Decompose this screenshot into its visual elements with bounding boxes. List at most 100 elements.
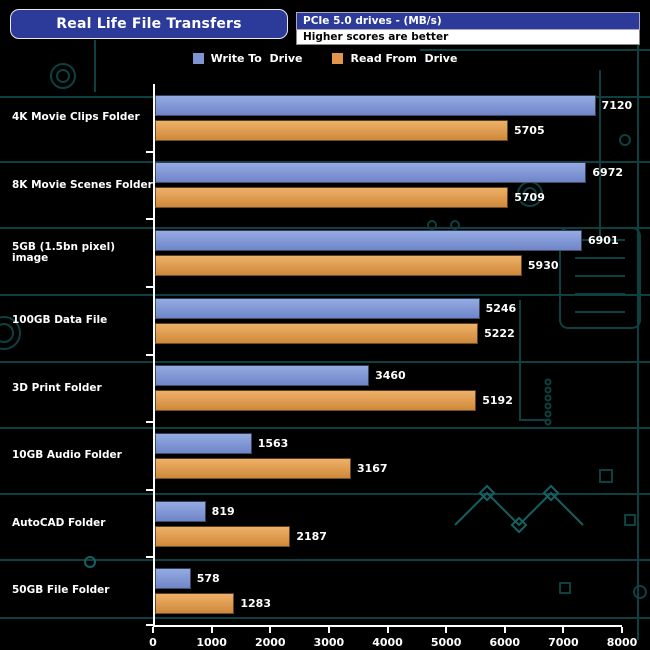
x-tick [562, 627, 565, 633]
chart-row: 3D Print Folder 3460 5192 [0, 354, 650, 423]
legend-item-write: Write To Drive [192, 52, 303, 65]
read-bar [155, 390, 477, 412]
value-label: 7120 [601, 98, 633, 112]
chart-rows: 4K Movie Clips Folder 7120 5705 8K Movie Sc… [0, 84, 650, 626]
bar-line: 2187 [155, 525, 650, 547]
x-tick-label: 3000 [313, 636, 345, 649]
write-bar [155, 230, 582, 252]
x-tick [386, 627, 389, 633]
x-axis: 0 1000 2000 3000 4000 5000 6000 7000 8000 [149, 625, 637, 650]
write-bar [155, 365, 370, 387]
value-label: 819 [211, 504, 235, 518]
legend-label-read: Read From Drive [350, 52, 458, 65]
bar-line: 5709 [155, 187, 650, 209]
chart-row: 4K Movie Clips Folder 7120 5705 [0, 84, 650, 153]
read-bar [155, 525, 291, 547]
category-label: 50GB File Folder [12, 584, 110, 597]
value-label: 5709 [514, 191, 545, 205]
x-tick [269, 627, 272, 633]
x-tick-label: 7000 [548, 636, 579, 649]
bar-line: 1563 [155, 432, 650, 454]
x-tick-label: 6000 [489, 636, 521, 649]
value-label: 5192 [482, 394, 513, 408]
value-label: 1283 [240, 597, 271, 611]
write-bar [155, 500, 206, 522]
value-label: 5246 [485, 301, 517, 315]
category-label: AutoCAD Folder [12, 516, 106, 529]
x-tick-label: 0 [149, 636, 157, 649]
x-tick-label: 5000 [430, 636, 462, 649]
bar-group: 6901 5930 [146, 219, 650, 288]
legend-item-read: Read From Drive [332, 52, 457, 65]
x-tick-label: 1000 [196, 636, 227, 649]
value-label: 2187 [296, 529, 327, 543]
value-label: 5705 [513, 123, 545, 137]
bar-line: 3167 [155, 457, 650, 479]
bar-group: 819 2187 [146, 489, 650, 558]
subtitle-stack: PCIe 5.0 drives - (MB/s) Higher scores a… [296, 12, 640, 45]
category-label: 5GB (1.5bn pixel) image [12, 240, 116, 265]
bar-group: 3460 5192 [146, 354, 650, 423]
value-label: 578 [196, 572, 220, 586]
read-bar [155, 255, 522, 277]
chart-row: AutoCAD Folder 819 2187 [0, 489, 650, 558]
x-tick [327, 627, 330, 633]
read-swatch-icon [332, 53, 344, 64]
chart-row: 5GB (1.5bn pixel) image 6901 5930 [0, 219, 650, 288]
bar-line: 1283 [155, 593, 650, 615]
read-bar [155, 322, 479, 344]
bar-line: 5192 [155, 390, 650, 412]
write-bar [155, 162, 587, 184]
category-label: 3D Print Folder [12, 381, 102, 394]
x-tick-label: 2000 [254, 636, 286, 649]
bar-group: 6972 5709 [146, 151, 650, 220]
bar-line: 5705 [155, 119, 650, 141]
bar-line: 6972 [155, 162, 650, 184]
subtitle-drives: PCIe 5.0 drives - (MB/s) [296, 12, 640, 30]
legend-label-write: Write To Drive [210, 52, 303, 65]
value-label: 5222 [484, 326, 515, 340]
legend: Write To Drive Read From Drive [0, 52, 650, 65]
bar-group: 7120 5705 [146, 84, 650, 153]
bar-line: 578 [155, 568, 650, 590]
bar-group: 1563 3167 [146, 422, 650, 491]
category-label: 100GB Data File [12, 313, 108, 326]
value-label: 1563 [257, 436, 289, 450]
write-bar [155, 94, 596, 116]
chart-row: 8K Movie Scenes Folder 6972 5709 [0, 151, 650, 220]
value-label: 6901 [587, 234, 619, 248]
write-swatch-icon [192, 53, 204, 64]
bar-line: 819 [155, 500, 650, 522]
bar-line: 5246 [155, 297, 650, 319]
category-label: 8K Movie Scenes Folder [12, 178, 153, 191]
x-tick [621, 627, 623, 633]
subtitle-note: Higher scores are better [296, 30, 640, 45]
x-tick [210, 627, 213, 633]
value-label: 3460 [375, 369, 406, 383]
bar-group: 578 1283 [146, 557, 650, 626]
category-label: 4K Movie Clips Folder [12, 111, 140, 124]
chart-row: 50GB File Folder 578 1283 [0, 557, 650, 626]
x-tick [503, 627, 506, 633]
chart-row: 10GB Audio Folder 1563 3167 [0, 422, 650, 491]
category-label: 10GB Audio Folder [12, 449, 122, 462]
value-label: 5930 [527, 259, 559, 273]
read-bar [155, 119, 508, 141]
bar-line: 6901 [155, 230, 650, 252]
chart-title: Real Life File Transfers [10, 9, 288, 39]
bar-group: 5246 5222 [146, 286, 650, 356]
read-bar [155, 187, 509, 209]
write-bar [155, 432, 252, 454]
x-tick [152, 627, 154, 633]
x-tick [445, 627, 448, 633]
read-bar [155, 457, 351, 479]
chart-row: 100GB Data File 5246 5222 [0, 286, 650, 356]
write-bar [155, 297, 480, 319]
bar-line: 7120 [155, 94, 650, 116]
read-bar [155, 593, 235, 615]
bar-line: 3460 [155, 365, 650, 387]
x-tick-label: 4000 [372, 636, 403, 649]
bar-line: 5930 [155, 255, 650, 277]
